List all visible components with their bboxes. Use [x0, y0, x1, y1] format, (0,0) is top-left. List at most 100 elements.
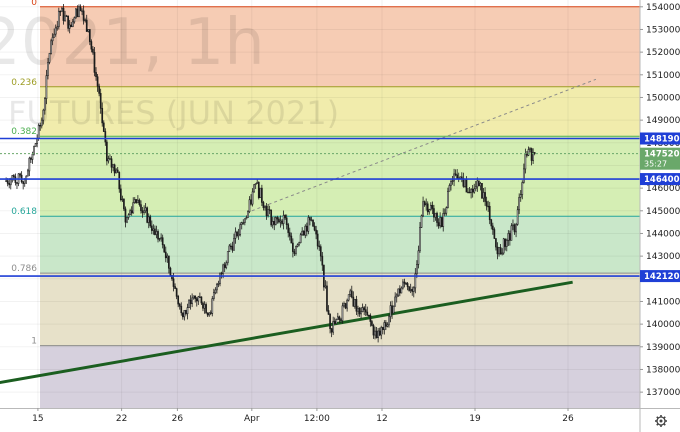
candle	[95, 67, 97, 81]
candle	[527, 146, 530, 157]
drawn-lines[interactable]	[0, 78, 597, 386]
candle	[502, 237, 505, 255]
candle	[357, 305, 359, 317]
candle	[367, 314, 370, 318]
candle	[220, 271, 223, 279]
candle	[402, 279, 404, 290]
candle	[460, 172, 463, 183]
candle	[332, 316, 335, 335]
candle	[116, 166, 119, 173]
candle	[150, 220, 153, 235]
candle	[293, 248, 296, 257]
fib-level-label-1: 0.236	[11, 78, 37, 88]
candle	[53, 28, 56, 38]
candle	[344, 302, 347, 310]
candle	[166, 253, 169, 263]
candle	[321, 251, 324, 271]
horizontal-levels[interactable]	[0, 137, 640, 277]
candle	[226, 251, 229, 266]
candle	[64, 10, 66, 22]
candle	[519, 190, 522, 202]
candle	[358, 307, 361, 317]
x-tick-label: 26	[562, 414, 574, 424]
candle	[529, 147, 531, 153]
candle	[202, 301, 204, 312]
candle	[471, 185, 474, 198]
candle	[369, 313, 372, 327]
candle	[326, 281, 328, 313]
candle	[96, 74, 99, 92]
candle	[440, 217, 443, 228]
support-trendline[interactable]	[0, 280, 573, 386]
time-axis[interactable]	[0, 408, 640, 432]
candle	[82, 5, 85, 25]
y-tick-label: 151000	[646, 71, 680, 81]
candle	[228, 244, 231, 252]
candle	[192, 295, 195, 300]
candle	[422, 196, 424, 218]
price-axis[interactable]	[640, 0, 680, 432]
candle	[491, 222, 494, 235]
y-tick-label: 139000	[646, 343, 680, 353]
candle	[33, 145, 35, 156]
candle	[431, 201, 434, 215]
candle	[206, 312, 209, 317]
dashed-channel-line[interactable]	[251, 78, 597, 212]
candle	[180, 302, 183, 316]
candle	[30, 156, 32, 163]
candle	[347, 294, 350, 302]
candle	[414, 268, 417, 294]
candle	[319, 244, 322, 262]
candle	[107, 155, 110, 164]
candle	[67, 15, 69, 32]
candle	[36, 134, 38, 148]
level-badge-148190: 148190	[640, 132, 680, 145]
candle	[392, 305, 395, 314]
candle	[526, 150, 528, 158]
candle	[152, 224, 155, 235]
candle	[490, 218, 493, 230]
candle	[318, 240, 321, 251]
candle	[454, 169, 457, 177]
candle	[231, 241, 234, 253]
candle	[305, 222, 308, 237]
gear-icon[interactable]	[655, 415, 667, 427]
candle	[298, 241, 300, 247]
candle	[340, 317, 342, 324]
candle	[524, 148, 527, 174]
candle	[102, 120, 105, 132]
candle	[51, 33, 54, 46]
x-tick-label: 15	[32, 414, 43, 424]
candle	[247, 210, 249, 218]
candle	[197, 295, 200, 305]
candle	[90, 39, 93, 53]
candle	[398, 285, 401, 297]
candle	[71, 19, 74, 28]
candle	[496, 242, 499, 260]
level-badge-label: 148190	[644, 134, 680, 144]
candle	[451, 176, 454, 185]
candle	[57, 7, 60, 30]
candle	[261, 184, 263, 207]
candle	[443, 208, 446, 217]
candle	[28, 156, 31, 177]
candle	[380, 325, 383, 340]
x-tick-label: 22	[116, 414, 127, 424]
candle	[216, 282, 218, 294]
candle	[132, 197, 135, 214]
candle	[144, 203, 147, 214]
candle	[273, 216, 276, 231]
candle	[259, 187, 262, 199]
candle	[282, 210, 285, 230]
candle	[288, 227, 291, 241]
candle	[101, 102, 104, 127]
candle	[341, 302, 344, 324]
candle	[459, 176, 462, 179]
candle	[416, 260, 418, 278]
candle	[457, 172, 460, 183]
candle	[433, 204, 435, 223]
